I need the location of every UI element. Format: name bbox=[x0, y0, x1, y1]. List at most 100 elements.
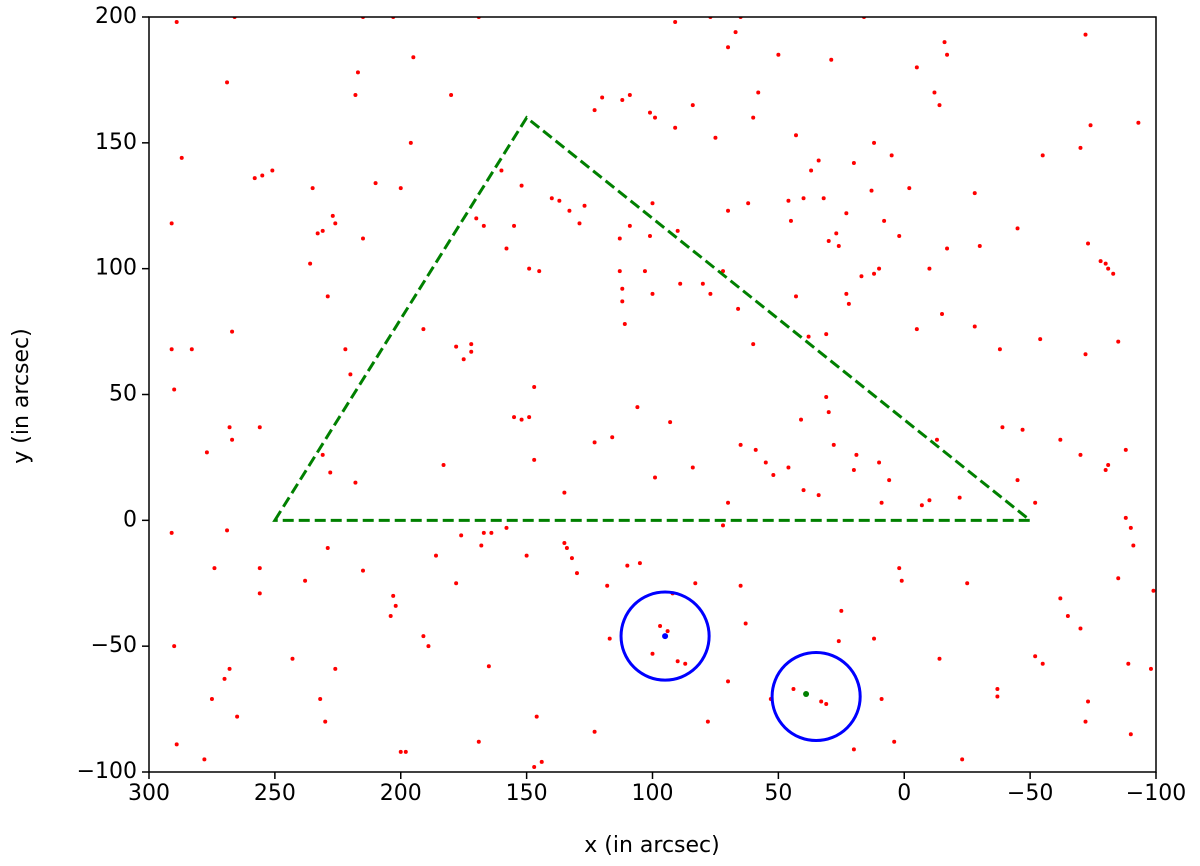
scatter-point bbox=[577, 221, 582, 226]
scatter-point bbox=[527, 266, 532, 271]
scatter-point bbox=[1015, 478, 1020, 483]
scatter-point bbox=[743, 621, 748, 626]
scatter-point bbox=[1136, 120, 1141, 125]
scatter-point bbox=[532, 457, 537, 462]
scatter-point bbox=[620, 286, 625, 291]
scatter-point bbox=[700, 281, 705, 286]
scatter-point bbox=[887, 478, 892, 483]
scatter-point bbox=[927, 498, 932, 503]
scatter-point bbox=[569, 556, 574, 561]
scatter-point bbox=[879, 697, 884, 702]
scatter-point bbox=[1123, 515, 1128, 520]
y-tick-label: 100 bbox=[95, 256, 137, 281]
scatter-point bbox=[1033, 654, 1038, 659]
scatter-point bbox=[859, 274, 864, 279]
scatter-point bbox=[653, 475, 658, 480]
scatter-point bbox=[1058, 596, 1063, 601]
scatter-point bbox=[914, 327, 919, 332]
scatter-point bbox=[1078, 626, 1083, 631]
scatter-point bbox=[803, 690, 810, 697]
scatter-point bbox=[398, 186, 403, 191]
scatter-point bbox=[637, 561, 642, 566]
scatter-point bbox=[433, 553, 438, 558]
scatter-point bbox=[617, 269, 622, 274]
scatter-point bbox=[726, 679, 731, 684]
scatter-point bbox=[851, 747, 856, 752]
scatter-point bbox=[1020, 427, 1025, 432]
scatter-point bbox=[564, 546, 569, 551]
scatter-point bbox=[421, 634, 426, 639]
scatter-point bbox=[879, 500, 884, 505]
scatter-point bbox=[690, 103, 695, 108]
scatter-point bbox=[391, 593, 396, 598]
scatter-point bbox=[786, 198, 791, 203]
scatter-point bbox=[793, 133, 798, 138]
scatter-point bbox=[1083, 352, 1088, 357]
scatter-point bbox=[325, 294, 330, 299]
scatter-point bbox=[1038, 337, 1043, 342]
scatter-point bbox=[393, 603, 398, 608]
scatter-point bbox=[557, 198, 562, 203]
scatter-point bbox=[592, 440, 597, 445]
scatter-point bbox=[1111, 271, 1116, 276]
scatter-point bbox=[172, 387, 177, 392]
scatter-point bbox=[824, 395, 829, 400]
scatter-point bbox=[751, 342, 756, 347]
scatter-point bbox=[1040, 153, 1045, 158]
scatter-point bbox=[474, 216, 479, 221]
scatter-point bbox=[726, 45, 731, 50]
scatter-point bbox=[610, 435, 615, 440]
y-tick-label: −50 bbox=[91, 633, 137, 658]
scatter-point bbox=[776, 52, 781, 57]
scatter-point bbox=[225, 528, 230, 533]
y-tick-label: 200 bbox=[95, 4, 137, 29]
scatter-point bbox=[705, 719, 710, 724]
scatter-point bbox=[650, 201, 655, 206]
scatter-point bbox=[562, 540, 567, 545]
scatter-point bbox=[673, 20, 678, 25]
scatter-point bbox=[816, 158, 821, 163]
scatter-point bbox=[927, 266, 932, 271]
scatter-point bbox=[960, 757, 965, 762]
scatter-point bbox=[459, 533, 464, 538]
scatter-point bbox=[527, 415, 532, 420]
scatter-point bbox=[504, 525, 509, 530]
scatter-point bbox=[1065, 613, 1070, 618]
scatter-point bbox=[932, 90, 937, 95]
scatter-point bbox=[504, 246, 509, 251]
scatter-point bbox=[690, 465, 695, 470]
scatter-point bbox=[532, 764, 537, 769]
scatter-point bbox=[635, 405, 640, 410]
scatter-point bbox=[189, 347, 194, 352]
scatter-point bbox=[290, 656, 295, 661]
scatter-point bbox=[726, 208, 731, 213]
scatter-point bbox=[793, 294, 798, 299]
scatter-point bbox=[675, 659, 680, 664]
scatter-point bbox=[763, 460, 768, 465]
scatter-point bbox=[1088, 123, 1093, 128]
scatter-point bbox=[222, 676, 227, 681]
scatter-point bbox=[202, 757, 207, 762]
scatter-point bbox=[172, 644, 177, 649]
scatter-point bbox=[771, 473, 776, 478]
x-tick-label: 50 bbox=[764, 781, 792, 806]
scatter-point bbox=[627, 93, 632, 98]
scatter-point bbox=[605, 583, 610, 588]
scatter-point bbox=[816, 493, 821, 498]
scatter-point bbox=[824, 332, 829, 337]
scatter-point bbox=[945, 52, 950, 57]
scatter-point bbox=[308, 261, 313, 266]
scatter-point bbox=[942, 40, 947, 45]
scatter-point bbox=[1040, 661, 1045, 666]
scatter-point bbox=[846, 301, 851, 306]
scatter-point bbox=[869, 188, 874, 193]
scatter-point bbox=[665, 629, 670, 634]
scatter-point bbox=[650, 651, 655, 656]
scatter-point bbox=[1058, 437, 1063, 442]
scatter-point bbox=[844, 291, 849, 296]
scatter-point bbox=[934, 437, 939, 442]
scatter-point bbox=[519, 417, 524, 422]
scatter-point bbox=[1123, 447, 1128, 452]
scatter-point bbox=[499, 168, 504, 173]
